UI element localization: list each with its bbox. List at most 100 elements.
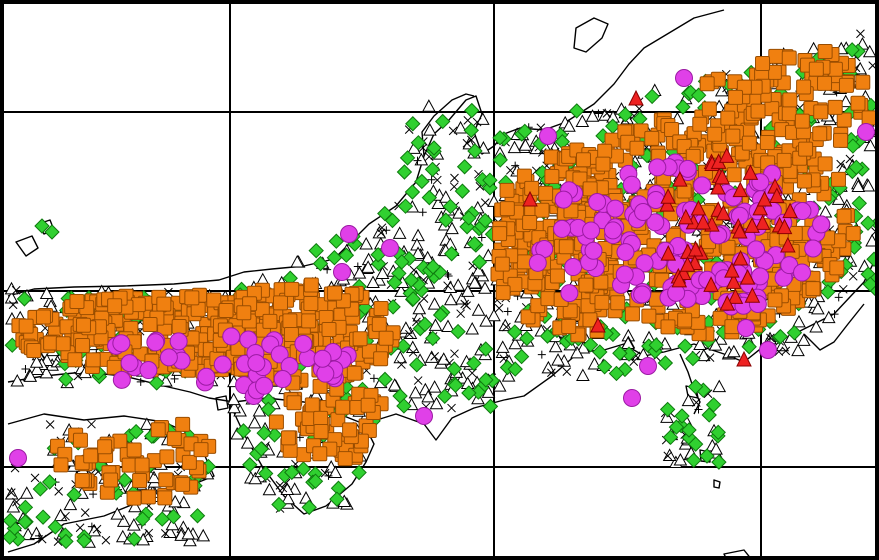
marker-square [544,169,560,185]
marker-cross [856,29,865,39]
marker-triangle-open [227,400,241,414]
map-canvas [4,4,875,556]
marker-square [829,260,845,276]
marker-square [126,442,142,458]
marker-triangle-open [181,526,196,540]
marker-triangle-red [703,276,719,292]
marker-diamond [662,429,679,446]
marker-diamond [66,487,82,503]
marker-diamond [437,388,453,404]
marker-plus [89,490,98,499]
marker-circle [623,389,641,407]
marker-triangle-open [851,179,866,192]
marker-square [817,156,833,172]
marker-cross [87,419,96,429]
marker-triangle-open [429,396,444,410]
marker-square [335,399,351,415]
marker-square [206,292,222,308]
marker-triangle-red [660,245,677,261]
marker-cross [144,528,154,538]
marker-diamond [76,533,92,549]
marker-square [236,305,252,321]
marker-diamond [677,338,693,354]
marker-square [534,202,550,218]
marker-square [321,321,337,337]
marker-triangle-open [412,301,427,315]
marker-cross [836,159,846,169]
marker-triangle-open [441,319,455,332]
marker-triangle-open [408,385,423,399]
marker-square [759,135,775,151]
marker-diamond [866,251,875,267]
marker-plus [834,293,843,302]
marker-cross [691,398,701,407]
marker-triangle-open [359,236,373,250]
marker-triangle-open [681,393,696,407]
marker-square [812,126,828,142]
marker-square [712,310,728,326]
marker-diamond [519,330,535,347]
marker-diamond [242,457,258,473]
marker-square [166,431,182,447]
marker-circle [169,332,188,351]
marker-diamond [351,464,367,481]
marker-triangle-open [6,499,21,513]
marker-triangle-open [127,518,141,531]
marker-cross [505,165,515,175]
marker-square [75,317,91,333]
marker-square [522,214,538,230]
coastline-segment [7,9,725,297]
marker-plus [427,175,436,184]
marker-square [74,337,90,353]
marker-triangle-red [659,195,676,212]
marker-square [495,285,511,301]
marker-circle [316,364,335,383]
marker-square [159,449,175,465]
marker-triangle-open [562,119,576,132]
marker-square [157,490,173,506]
marker-circle [539,127,557,145]
marker-square [830,171,846,187]
marker-triangle-open [443,280,458,293]
marker-square [768,48,784,64]
marker-square [796,79,812,95]
marker-cross [447,403,456,413]
marker-square [850,95,866,111]
marker-triangle-open [115,529,130,543]
marker-triangle-open [392,226,407,239]
marker-square [629,140,645,156]
marker-plus [444,271,453,280]
marker-square [282,313,298,329]
marker-cross [101,535,111,545]
marker-triangle-open [290,254,305,268]
marker-triangle-open [481,248,496,262]
marker-diamond [432,307,449,323]
marker-triangle-open [29,355,44,368]
marker-square [520,309,536,325]
marker-plus [594,109,603,118]
marker-diamond [470,384,487,400]
marker-diamond [4,512,18,529]
marker-triangle-open [862,44,875,58]
marker-square [701,101,717,117]
coastline-segment [215,395,229,411]
marker-triangle-open [865,233,875,247]
marker-circle [857,123,875,141]
marker-diamond [466,236,483,252]
marker-circle [675,69,693,87]
marker-circle [737,319,755,337]
marker-cross [30,473,40,483]
marker-square [72,432,88,448]
marker-diamond [464,102,480,119]
marker-square [726,167,742,183]
marker-circle [635,254,654,273]
marker-square [283,326,299,342]
marker-triangle-open [226,392,241,406]
marker-cross [413,376,423,385]
marker-diamond [681,422,697,438]
marker-circle [622,175,641,194]
marker-circle [139,361,158,380]
marker-triangle-red [756,190,773,207]
marker-diamond [409,357,425,373]
marker-plus [369,374,378,383]
